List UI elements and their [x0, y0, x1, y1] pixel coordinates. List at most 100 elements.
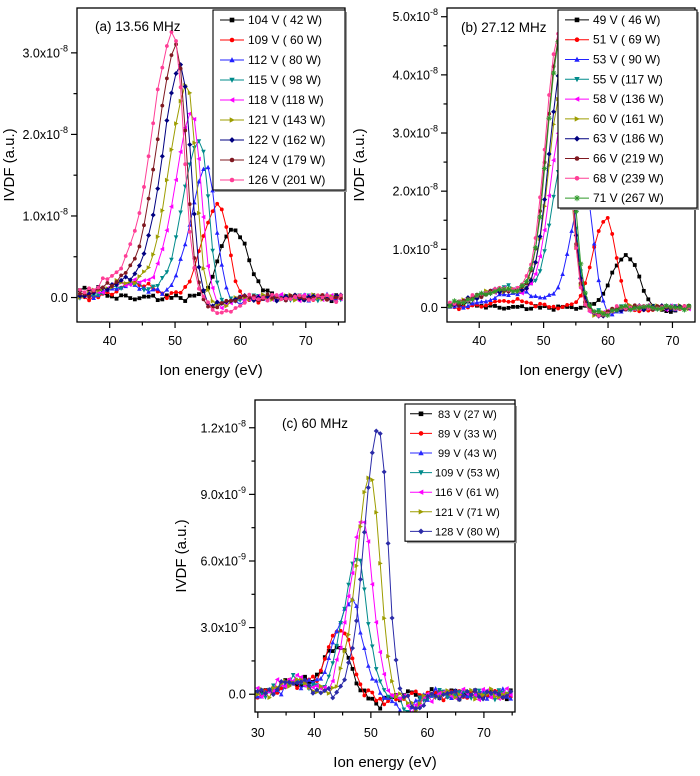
legend-label: 53 V ( 90 W)	[593, 53, 660, 67]
legend-item: 124 V (179 W)	[220, 153, 325, 167]
legend-label: 112 V ( 80 W)	[248, 53, 321, 67]
svg-text:0.0: 0.0	[51, 291, 68, 305]
legend-label: 51 V ( 69 W)	[593, 33, 660, 47]
legend-label: 55 V (117 W)	[593, 72, 663, 86]
legend-label: 121 V (71 W)	[435, 507, 500, 519]
axis-tick-labels: 30 40 50 60 70 0.0 3.0x10-9 6.0x10-9 9.0x10-9 1.2…	[200, 418, 490, 740]
legend-item: 122 V (162 W)	[220, 133, 325, 147]
legend-label: 115 V ( 98 W)	[248, 73, 321, 87]
legend-label: 116 V (61 W)	[435, 487, 499, 499]
svg-text:1.2x10-8: 1.2x10-8	[200, 418, 246, 435]
svg-text:3.0x10-9: 3.0x10-9	[200, 618, 246, 635]
series-124-V-(179-W)	[78, 42, 343, 310]
legend-label: 66 V (219 W)	[593, 152, 664, 166]
svg-text:40: 40	[103, 334, 117, 348]
svg-text:5.0x10-8: 5.0x10-8	[392, 7, 438, 24]
legend-label: 104 V ( 42 W)	[248, 13, 322, 27]
legend-item: 49 V ( 46 W)	[565, 13, 660, 27]
legend-item: 51 V ( 69 W)	[565, 33, 660, 47]
svg-text:2.0x10-8: 2.0x10-8	[392, 182, 438, 199]
axis-ticks	[441, 16, 674, 328]
legend-box: 49 V ( 46 W) 51 V ( 69 W) 53 V ( 90 W) 55 V…	[557, 9, 699, 210]
legend-item: 89 V (33 W)	[410, 428, 497, 440]
legend-item: 71 V (267 W)	[565, 191, 664, 205]
svg-text:40: 40	[307, 726, 321, 740]
axis-tick-labels: 40 50 60 70 0.0 1.0x10-8 2.0x10-8 3.0x10-8	[22, 43, 312, 348]
legend-item: 53 V ( 90 W)	[565, 53, 660, 67]
chart-title: (a) 13.56 MHz	[95, 19, 181, 34]
chart-13.56MHz: 40 50 60 70 0.0 1.0x10-8 2.0x10-8 3.0x10-8 Ion e…	[0, 0, 350, 390]
legend-label: 118 V (118 W)	[248, 93, 324, 107]
legend-item: 109 V (53 W)	[410, 468, 500, 480]
svg-text:2.0x10-8: 2.0x10-8	[22, 125, 68, 142]
legend-item: 115 V ( 98 W)	[220, 73, 321, 87]
legend-label: 68 V (239 W)	[593, 171, 664, 185]
y-axis-label: IVDF (a.u.)	[173, 519, 190, 592]
x-axis-label: Ion energy (eV)	[333, 754, 436, 771]
svg-text:50: 50	[168, 334, 182, 348]
legend-label: 89 V (33 W)	[435, 428, 497, 440]
series-group	[255, 428, 514, 712]
x-axis-label: Ion energy (eV)	[159, 362, 262, 379]
svg-text:0.0: 0.0	[421, 301, 438, 315]
svg-text:70: 70	[666, 334, 680, 348]
chart-svg-c: 30 40 50 60 70 0.0 3.0x10-9 6.0x10-9 9.0x10-9 1.2…	[173, 399, 517, 771]
series-group	[77, 30, 344, 315]
legend-label: 49 V ( 46 W)	[593, 13, 660, 27]
legend-item: 66 V (219 W)	[565, 152, 664, 166]
y-axis-label: IVDF (a.u.)	[1, 128, 18, 201]
legend-item: 121 V (143 W)	[220, 113, 325, 127]
svg-text:1.0x10-8: 1.0x10-8	[22, 206, 68, 223]
chart-svg-a: 40 50 60 70 0.0 1.0x10-8 2.0x10-8 3.0x10-8 Ion e…	[1, 7, 347, 379]
svg-text:6.0x10-9: 6.0x10-9	[200, 551, 246, 568]
svg-text:60: 60	[233, 334, 247, 348]
legend-item: 55 V (117 W)	[565, 72, 663, 86]
legend-label: 128 V (80 W)	[435, 526, 500, 538]
legend-item: 121 V (71 W)	[410, 507, 500, 519]
series-128-V-(80-W)	[255, 428, 514, 711]
legend-label: 126 V (201 W)	[248, 173, 325, 187]
x-axis-label: Ion energy (eV)	[519, 362, 622, 379]
legend-label: 109 V ( 60 W)	[248, 33, 322, 47]
legend-label: 83 V (27 W)	[435, 409, 497, 421]
legend-label: 109 V (53 W)	[435, 468, 500, 480]
legend-item: 128 V (80 W)	[410, 526, 500, 538]
svg-text:50: 50	[537, 334, 551, 348]
legend-item: 104 V ( 42 W)	[220, 13, 322, 27]
svg-text:9.0x10-9: 9.0x10-9	[200, 485, 246, 502]
legend-item: 58 V (136 W)	[565, 92, 664, 106]
legend-box: 104 V ( 42 W) 109 V ( 60 W) 112 V ( 80 W) 1…	[212, 9, 347, 192]
axis-tick-labels: 40 50 60 70 0.0 1.0x10-8 2.0x10-8 3.0x10-8 4.0x1…	[392, 7, 679, 348]
legend-label: 121 V (143 W)	[248, 113, 325, 127]
svg-text:40: 40	[472, 334, 486, 348]
svg-text:60: 60	[420, 726, 434, 740]
svg-text:0.0: 0.0	[229, 688, 246, 702]
legend-item: 109 V ( 60 W)	[220, 33, 322, 47]
svg-text:50: 50	[364, 726, 378, 740]
svg-text:3.0x10-8: 3.0x10-8	[392, 124, 438, 141]
series-126-V-(201-W)	[78, 30, 343, 315]
chart-title: (c) 60 MHz	[282, 416, 348, 431]
legend-item: 83 V (27 W)	[410, 409, 497, 421]
legend-label: 63 V (186 W)	[593, 132, 664, 146]
legend-item: 112 V ( 80 W)	[220, 53, 321, 67]
legend-label: 124 V (179 W)	[248, 153, 325, 167]
series-49-V-(-46-W)	[447, 253, 691, 314]
svg-text:70: 70	[299, 334, 313, 348]
legend-box: 83 V (27 W) 89 V (33 W) 99 V (43 W) 109 V…	[404, 403, 517, 544]
y-axis-label: IVDF (a.u.)	[351, 128, 368, 201]
legend-label: 71 V (267 W)	[593, 191, 664, 205]
chart-60MHz: 30 40 50 60 70 0.0 3.0x10-9 6.0x10-9 9.0x10-9 1.2…	[160, 390, 550, 776]
series-51-V-(-69-W)	[447, 216, 691, 314]
legend-item: 116 V (61 W)	[410, 487, 499, 499]
chart-svg-b: 40 50 60 70 0.0 1.0x10-8 2.0x10-8 3.0x10-8 4.0x1…	[351, 7, 699, 379]
legend-label: 60 V (161 W)	[593, 112, 664, 126]
legend-label: 122 V (162 W)	[248, 133, 325, 147]
chart-27.12MHz: 40 50 60 70 0.0 1.0x10-8 2.0x10-8 3.0x10-8 4.0x1…	[350, 0, 700, 390]
svg-text:30: 30	[251, 726, 265, 740]
plot-frame	[254, 399, 516, 713]
svg-text:70: 70	[477, 726, 491, 740]
svg-text:4.0x10-8: 4.0x10-8	[392, 65, 438, 82]
chart-title: (b) 27.12 MHz	[461, 20, 547, 35]
